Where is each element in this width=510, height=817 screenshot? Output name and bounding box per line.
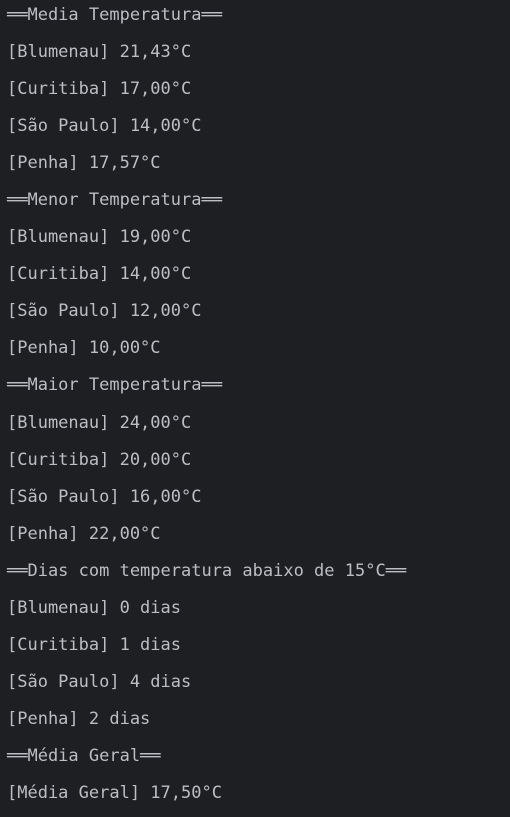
section-header-menor-temperatura: ══Menor Temperatura══ [7,190,222,211]
section-header-dias-abaixo: ══Dias com temperatura abaixo de 15°C══ [7,560,407,581]
output-line-media-penha: [Penha] 17,57°C [7,153,161,174]
output-line-media-geral: [Média Geral] 17,50°C [7,782,222,803]
output-line-maior-curitiba: [Curitiba] 20,00°C [7,449,192,470]
section-header-media-temperatura: ══Media Temperatura══ [7,5,222,25]
output-line-maior-sao-paulo: [São Paulo] 16,00°C [7,486,202,507]
section-header-maior-temperatura: ══Maior Temperatura══ [7,375,222,396]
output-line-media-curitiba: [Curitiba] 17,00°C [7,79,192,100]
output-line-dias-penha: [Penha] 2 dias [7,708,151,729]
output-line-menor-sao-paulo: [São Paulo] 12,00°C [7,301,202,322]
output-line-dias-curitiba: [Curitiba] 1 dias [7,634,181,655]
output-line-media-sao-paulo: [São Paulo] 14,00°C [7,116,202,137]
output-line-menor-blumenau: [Blumenau] 19,00°C [7,227,192,248]
section-header-media-geral: ══Média Geral══ [7,745,161,766]
output-line-maior-penha: [Penha] 22,00°C [7,523,161,544]
output-line-dias-sao-paulo: [São Paulo] 4 dias [7,671,192,692]
output-line-maior-blumenau: [Blumenau] 24,00°C [7,412,192,433]
output-line-menor-curitiba: [Curitiba] 14,00°C [7,264,192,285]
output-line-media-blumenau: [Blumenau] 21,43°C [7,42,192,63]
output-line-menor-penha: [Penha] 10,00°C [7,338,161,359]
output-line-dias-blumenau: [Blumenau] 0 dias [7,597,181,618]
